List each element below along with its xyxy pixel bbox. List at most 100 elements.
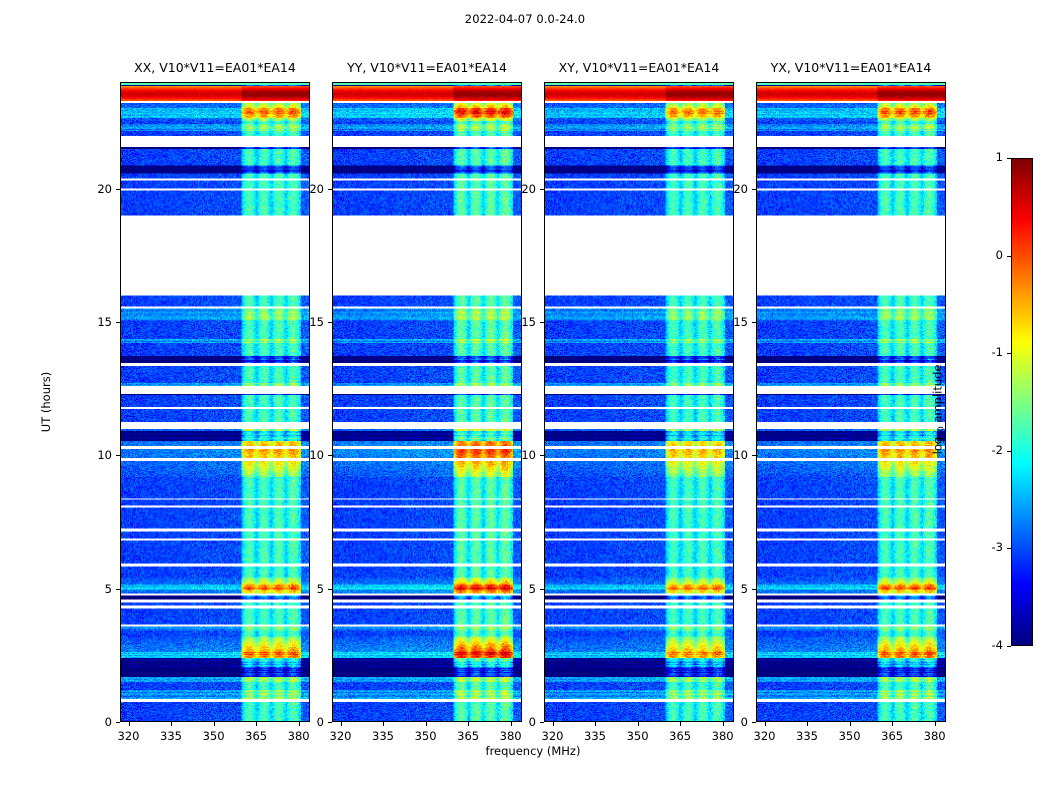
- y-tick-label: 20: [733, 181, 748, 196]
- panel-title-xx: XX, V10*V11=EA01*EA14: [134, 60, 296, 75]
- x-tick-label: 365: [669, 729, 692, 743]
- colorbar-tick-label: -3: [991, 540, 1003, 555]
- y-tick-label: 5: [528, 581, 536, 596]
- y-tick-label: 0: [104, 715, 112, 729]
- y-tick-label: 10: [309, 448, 324, 463]
- x-tick-panel2-335: [595, 722, 597, 726]
- y-tick-panel0-0: [116, 722, 120, 723]
- y-tick-label: 15: [733, 315, 748, 329]
- panel-title-yx: YX, V10*V11=EA01*EA14: [770, 60, 932, 75]
- panel-title-xy: XY, V10*V11=EA01*EA14: [558, 60, 720, 75]
- x-tick-panel2-380: [722, 722, 724, 726]
- colorbar-tick-0: [1007, 255, 1011, 257]
- y-tick-panel3-5: [752, 588, 756, 590]
- y-tick-panel0-5: [116, 588, 120, 590]
- colorbar-tick--3: [1007, 548, 1011, 550]
- x-tick-panel1-320: [340, 722, 342, 726]
- panel-title-yy: YY, V10*V11=EA01*EA14: [347, 60, 507, 75]
- x-tick-label: 335: [160, 729, 182, 743]
- y-tick-panel3-20: [752, 188, 756, 190]
- y-tick-label: 0: [316, 715, 324, 729]
- y-tick-label: 5: [316, 581, 324, 596]
- panel-yy[interactable]: [332, 82, 522, 722]
- x-tick-panel2-320: [552, 722, 554, 726]
- x-tick-label: 380: [287, 729, 310, 743]
- panel-yx[interactable]: [756, 82, 946, 722]
- y-tick-label: 10: [97, 448, 112, 463]
- x-tick-panel1-350: [425, 722, 427, 726]
- y-axis-label: UT (hours): [39, 371, 53, 433]
- x-tick-label: 350: [414, 729, 437, 743]
- x-tick-panel2-350: [637, 722, 639, 726]
- y-tick-label: 15: [309, 315, 324, 329]
- x-tick-panel0-365: [256, 722, 258, 726]
- x-tick-label: 350: [838, 729, 861, 743]
- x-tick-panel2-365: [680, 722, 682, 726]
- x-tick-label: 350: [202, 729, 225, 743]
- colorbar-tick--1: [1007, 353, 1011, 355]
- waterfall-image-xx: [121, 83, 309, 721]
- x-tick-label: 365: [245, 729, 268, 743]
- x-tick-panel3-335: [807, 722, 809, 726]
- y-tick-label: 20: [309, 181, 324, 196]
- y-tick-panel2-10: [540, 455, 544, 457]
- y-tick-panel0-10: [116, 455, 120, 457]
- colorbar-tick-label: -2: [991, 442, 1003, 457]
- y-tick-panel3-15: [752, 322, 756, 323]
- x-tick-label: 320: [329, 729, 352, 743]
- y-tick-label: 10: [733, 448, 748, 463]
- x-tick-panel0-335: [171, 722, 173, 726]
- figure-suptitle: 2022-04-07 0.0-24.0: [464, 12, 586, 26]
- y-tick-label: 0: [528, 715, 536, 729]
- x-tick-label: 320: [117, 729, 140, 743]
- y-tick-panel1-15: [328, 322, 332, 323]
- colorbar-label-sub: 10: [935, 426, 946, 437]
- x-tick-label: 365: [457, 729, 480, 743]
- y-tick-panel2-15: [540, 322, 544, 323]
- x-tick-label: 335: [372, 729, 394, 743]
- x-tick-label: 365: [881, 729, 904, 743]
- colorbar-tick-1: [1007, 158, 1011, 159]
- y-tick-panel3-10: [752, 455, 756, 457]
- y-tick-panel3-0: [752, 722, 756, 723]
- colorbar[interactable]: [1011, 158, 1033, 646]
- waterfall-image-yy: [333, 83, 521, 721]
- x-tick-panel1-365: [468, 722, 470, 726]
- x-tick-label: 380: [711, 729, 734, 743]
- y-tick-panel2-5: [540, 588, 544, 590]
- y-tick-panel0-20: [116, 188, 120, 190]
- x-tick-panel1-335: [383, 722, 385, 726]
- x-tick-label: 335: [796, 729, 818, 743]
- y-tick-label: 20: [97, 181, 112, 196]
- colorbar-label-prefix: log: [930, 436, 945, 455]
- colorbar-tick-label: 0: [995, 247, 1003, 262]
- colorbar-label-suffix: amplitude: [930, 364, 945, 427]
- x-tick-label: 335: [584, 729, 606, 743]
- colorbar-tick--2: [1007, 450, 1011, 452]
- y-tick-label: 0: [740, 715, 748, 729]
- x-tick-label: 350: [626, 729, 649, 743]
- colorbar-tick--4: [1007, 646, 1011, 647]
- colorbar-tick-label: -1: [991, 345, 1003, 360]
- y-tick-panel0-15: [116, 322, 120, 323]
- y-tick-panel2-0: [540, 722, 544, 723]
- x-tick-panel3-365: [892, 722, 894, 726]
- waterfall-image-xy: [545, 83, 733, 721]
- y-tick-label: 5: [104, 581, 112, 596]
- x-tick-panel0-380: [298, 722, 300, 726]
- waterfall-image-yx: [757, 83, 945, 721]
- x-tick-panel3-380: [934, 722, 936, 726]
- x-tick-label: 380: [499, 729, 522, 743]
- y-tick-label: 5: [740, 581, 748, 596]
- panel-xy[interactable]: [544, 82, 734, 722]
- colorbar-tick-label: 1: [995, 150, 1003, 164]
- panel-xx[interactable]: [120, 82, 310, 722]
- y-tick-panel1-20: [328, 188, 332, 190]
- colorbar-tick-label: -4: [991, 638, 1003, 652]
- x-tick-panel0-350: [213, 722, 215, 726]
- y-tick-panel1-10: [328, 455, 332, 457]
- y-tick-panel1-5: [328, 588, 332, 590]
- y-tick-label: 20: [521, 181, 536, 196]
- x-tick-panel1-380: [510, 722, 512, 726]
